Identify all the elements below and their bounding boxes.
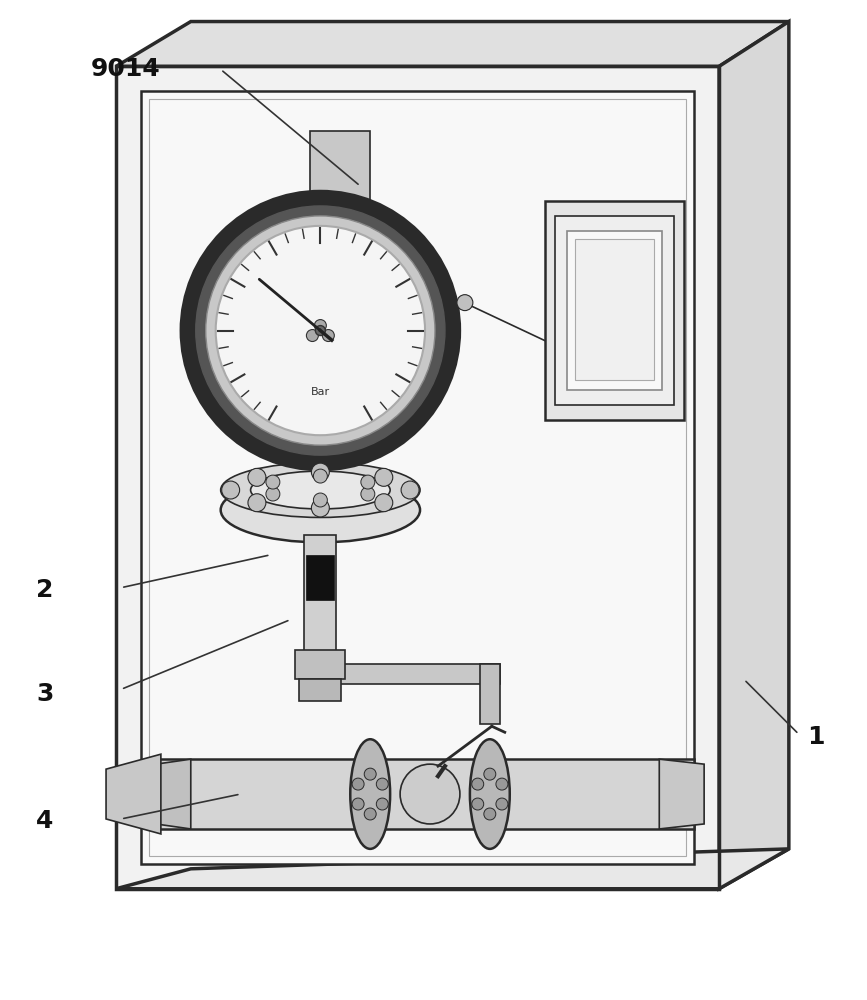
Circle shape xyxy=(313,493,328,507)
Circle shape xyxy=(400,764,460,824)
Ellipse shape xyxy=(251,471,390,509)
Circle shape xyxy=(484,768,496,780)
Circle shape xyxy=(313,469,328,483)
Bar xyxy=(555,216,675,405)
Circle shape xyxy=(472,798,484,810)
Circle shape xyxy=(401,481,419,499)
Text: 4: 4 xyxy=(36,809,54,833)
Circle shape xyxy=(248,468,266,486)
Bar xyxy=(566,231,662,390)
Circle shape xyxy=(311,463,329,481)
Bar xyxy=(296,435,345,460)
Circle shape xyxy=(181,191,460,470)
Circle shape xyxy=(484,808,496,820)
Circle shape xyxy=(216,226,425,435)
Text: 2: 2 xyxy=(36,578,54,602)
Circle shape xyxy=(375,468,393,486)
Circle shape xyxy=(496,778,508,790)
Polygon shape xyxy=(659,759,704,829)
Polygon shape xyxy=(116,22,789,66)
Bar xyxy=(305,664,499,684)
Circle shape xyxy=(472,778,484,790)
Ellipse shape xyxy=(470,739,510,849)
Circle shape xyxy=(376,798,388,810)
Text: 9014: 9014 xyxy=(91,57,161,81)
Polygon shape xyxy=(156,759,191,829)
Bar xyxy=(304,535,336,679)
Circle shape xyxy=(266,475,280,489)
Circle shape xyxy=(196,206,445,455)
Bar xyxy=(479,664,499,724)
Ellipse shape xyxy=(221,463,420,517)
Bar xyxy=(156,759,694,829)
Circle shape xyxy=(315,320,326,332)
Bar xyxy=(299,679,342,701)
Ellipse shape xyxy=(350,739,390,849)
Polygon shape xyxy=(719,22,789,889)
Bar xyxy=(149,99,686,856)
Bar xyxy=(116,66,719,889)
Circle shape xyxy=(205,216,435,445)
Circle shape xyxy=(352,798,364,810)
Bar xyxy=(575,239,655,380)
Bar xyxy=(141,91,694,864)
Circle shape xyxy=(364,808,376,820)
Circle shape xyxy=(375,494,393,512)
Circle shape xyxy=(361,475,375,489)
Bar xyxy=(306,555,335,600)
Polygon shape xyxy=(116,849,789,889)
Polygon shape xyxy=(106,754,161,834)
Circle shape xyxy=(222,481,239,499)
Text: 1: 1 xyxy=(807,725,825,749)
Circle shape xyxy=(457,295,473,311)
Bar xyxy=(116,66,719,889)
Bar xyxy=(296,650,345,679)
Circle shape xyxy=(361,487,375,501)
Bar xyxy=(289,460,353,480)
Circle shape xyxy=(266,487,280,501)
Circle shape xyxy=(364,768,376,780)
Circle shape xyxy=(323,330,335,342)
Circle shape xyxy=(352,778,364,790)
Circle shape xyxy=(311,499,329,517)
Bar xyxy=(310,131,370,201)
Circle shape xyxy=(306,330,318,342)
Circle shape xyxy=(316,326,325,336)
Ellipse shape xyxy=(221,478,420,542)
Circle shape xyxy=(248,494,266,512)
Text: 3: 3 xyxy=(36,682,54,706)
Text: Bar: Bar xyxy=(310,387,330,397)
Circle shape xyxy=(496,798,508,810)
Bar xyxy=(544,201,684,420)
Circle shape xyxy=(376,778,388,790)
